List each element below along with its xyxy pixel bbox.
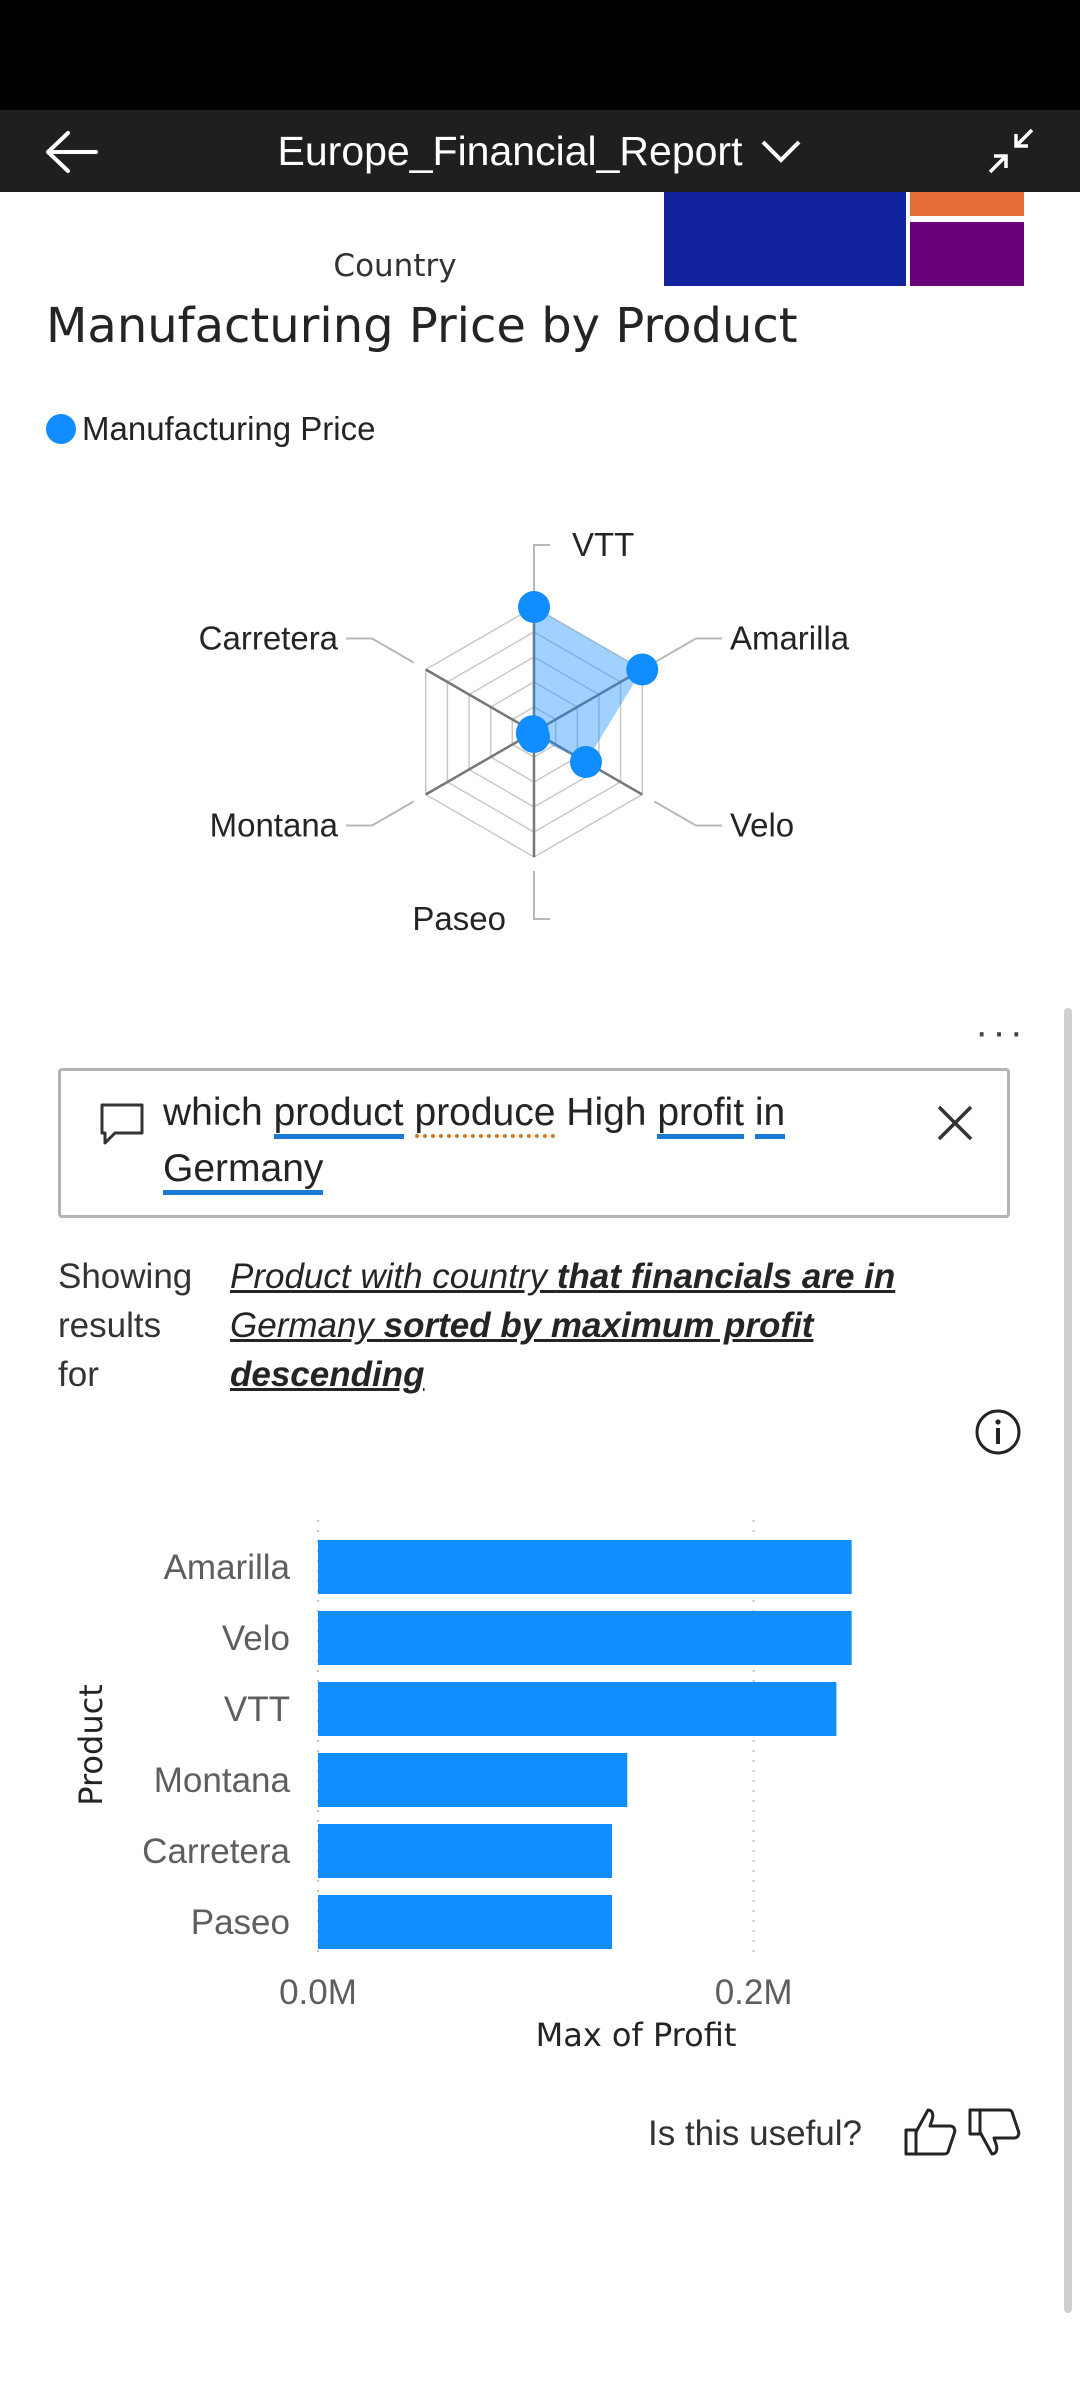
query-word: product [273, 1091, 404, 1139]
close-icon[interactable] [933, 1101, 977, 1145]
report-title-dropdown[interactable]: Europe_Financial_Report [278, 128, 803, 175]
bar[interactable] [318, 1753, 628, 1807]
collapse-icon[interactable] [986, 126, 1036, 176]
app-header: Europe_Financial_Report [0, 110, 1080, 192]
treemap-tile[interactable] [664, 192, 906, 286]
y-tick-label: Velo [222, 1619, 290, 1658]
radar-leader-line [653, 637, 722, 664]
showing-results-label: Showing results for [58, 1257, 193, 1394]
chat-bubble-icon [100, 1103, 144, 1145]
radar-leader-line [346, 637, 415, 664]
radar-leader-line [533, 871, 550, 920]
restatement-segment: sorted by maximum profit descending [230, 1306, 814, 1394]
restatement-segment: Product with country [230, 1257, 557, 1296]
radar-data-point[interactable] [518, 591, 550, 623]
radar-data-point[interactable] [626, 653, 659, 686]
query-word: profit [657, 1091, 745, 1139]
radar-data-point[interactable] [516, 715, 549, 748]
radar-axis-label: Velo [730, 807, 794, 844]
thumbs-up-icon[interactable] [902, 2104, 958, 2160]
qa-restatement[interactable]: Product with country that financials are… [230, 1252, 990, 1399]
radar-data-point[interactable] [569, 746, 602, 778]
radar-leader-line [533, 544, 550, 593]
report-title: Europe_Financial_Report [277, 127, 743, 174]
y-axis-title: Product [72, 1684, 110, 1806]
query-word: which [163, 1091, 263, 1134]
radar-axis-line [425, 730, 535, 796]
radar-axis-label: Montana [210, 807, 339, 844]
status-bar [0, 0, 1080, 110]
radar-axis-label: Paseo [412, 900, 506, 937]
bar[interactable] [318, 1611, 852, 1665]
x-tick-label: 0.2M [715, 1973, 793, 2012]
bar[interactable] [318, 1824, 613, 1878]
query-word: Germany [163, 1147, 324, 1195]
legend-marker [46, 414, 76, 444]
radar-axis-line [425, 668, 535, 734]
radar-series-area [531, 607, 643, 762]
radar-axis-label: Amarilla [730, 620, 850, 657]
country-axis-label: Country [333, 248, 457, 284]
scrollbar[interactable] [1064, 1008, 1072, 2313]
radar-axis-line [533, 668, 643, 734]
info-icon[interactable] [974, 1408, 1022, 1456]
feedback-prompt: Is this useful? [648, 2114, 862, 2153]
back-arrow-icon[interactable] [44, 130, 100, 174]
x-axis-title: Max of Profit [536, 2016, 737, 2054]
query-word: produce [414, 1091, 556, 1138]
radar-axis-label: Carretera [199, 620, 339, 657]
qa-query-text[interactable]: which product produce High profit in Ger… [163, 1085, 903, 1197]
radar-legend[interactable]: Manufacturing Price [46, 410, 375, 448]
bar[interactable] [318, 1540, 852, 1594]
y-tick-label: Montana [154, 1761, 291, 1800]
radar-chart[interactable]: VTT Amarilla Velo Paseo Montana Carretera [0, 470, 1080, 990]
y-tick-label: Carretera [142, 1832, 290, 1871]
query-word: High [566, 1091, 647, 1134]
treemap-tile[interactable] [910, 192, 1024, 216]
radar-leader-line [346, 800, 415, 827]
chevron-down-icon [762, 140, 801, 163]
y-tick-label: VTT [224, 1690, 290, 1729]
restatement-segment: that financials are in [556, 1257, 896, 1296]
y-tick-label: Paseo [191, 1903, 290, 1942]
query-word: in [754, 1091, 786, 1139]
legend-label: Manufacturing Price [82, 410, 376, 447]
restatement-segment: Germany [230, 1306, 384, 1345]
x-tick-label: 0.0M [279, 1973, 357, 2012]
radar-leader-line [653, 800, 722, 827]
qa-question-box[interactable]: which product produce High profit in Ger… [58, 1068, 1010, 1218]
profit-bar-chart[interactable]: 0.0M 0.2M Amarilla Velo VTT Montana Carretera P… [0, 1500, 1080, 2090]
treemap-tile[interactable] [910, 222, 1024, 286]
more-options-icon[interactable]: ··· [975, 1010, 1027, 1054]
bar[interactable] [318, 1682, 837, 1736]
radar-visual-title: Manufacturing Price by Product [46, 298, 798, 354]
radar-axis-label: VTT [572, 526, 634, 563]
thumbs-down-icon[interactable] [966, 2104, 1022, 2160]
y-tick-label: Amarilla [164, 1548, 291, 1587]
bar[interactable] [318, 1895, 613, 1949]
